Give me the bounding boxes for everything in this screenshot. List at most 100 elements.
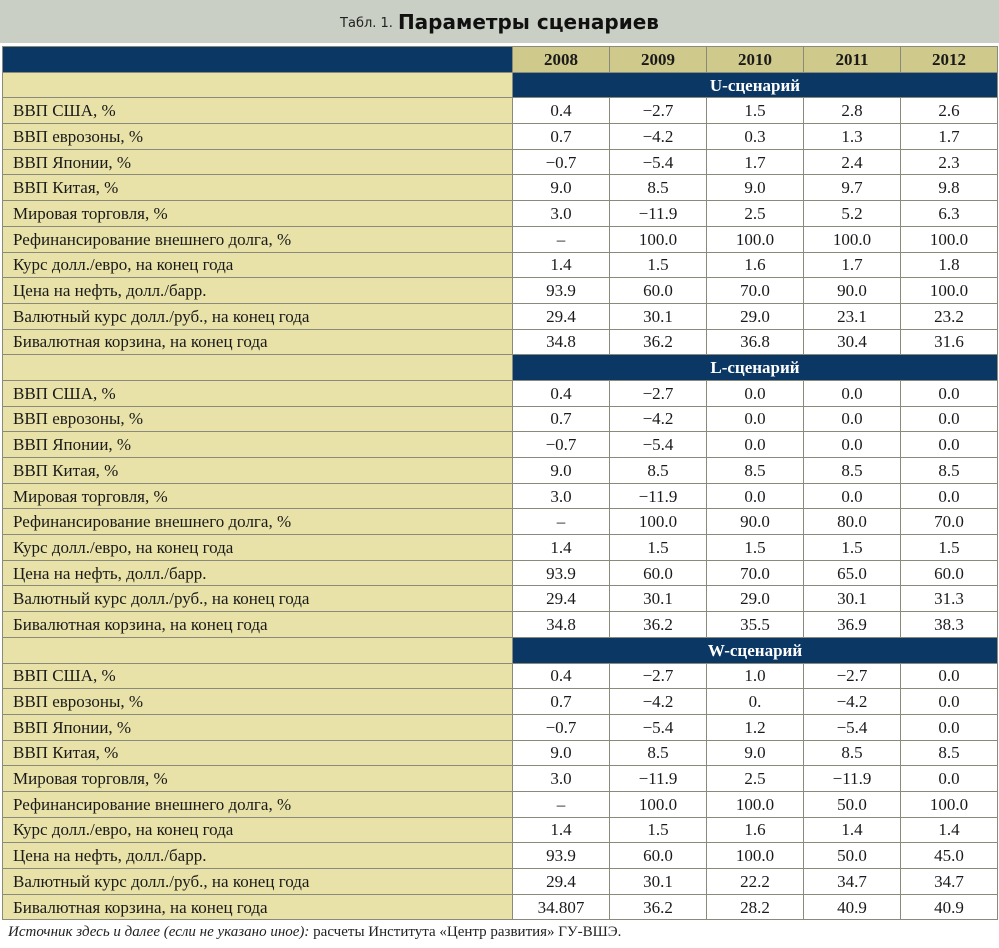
table-row: Курс долл./евро, на конец года 1.4 1.5 1.6 1…	[2, 251, 998, 279]
table-row: ВВП США, % 0.4 −2.7 1.5 2.8 2.6	[2, 97, 998, 125]
table-row: Валютный курс долл./руб., на конец года 2…	[2, 302, 998, 330]
value-cell-2008: 9.0	[512, 457, 610, 484]
value-cell-2008: −0.7	[512, 431, 610, 458]
value-cell-2012: 0.0	[900, 662, 998, 690]
value-cell-2012: 1.5	[900, 534, 998, 561]
table-row: Бивалютная корзина, на конец года 34.8 36.…	[2, 328, 998, 356]
value-cell-2010: 0.3	[706, 123, 804, 150]
value-cell-2009: 8.5	[609, 174, 707, 202]
value-cell-2011: −5.4	[803, 713, 901, 741]
scenario-parameters-table: 2008 2009 2010 2011 2012 U-сценарий ВВП С…	[2, 46, 998, 921]
value-cell-2011: 50.0	[803, 842, 901, 869]
value-cell-2010: 1.7	[706, 148, 804, 176]
value-cell-2011: −4.2	[803, 688, 901, 715]
value-cell-2010: 2.5	[706, 200, 804, 227]
value-cell-2010: 0.0	[706, 431, 804, 458]
section-blank-cell	[2, 354, 513, 381]
value-cell-2008: 93.9	[512, 559, 610, 587]
value-cell-2011: 2.4	[803, 148, 901, 176]
value-cell-2012: 38.3	[900, 611, 998, 638]
value-cell-2008: 0.4	[512, 97, 610, 125]
section-blank-cell	[2, 71, 513, 99]
value-cell-2011: 90.0	[803, 277, 901, 304]
value-cell-2009: −5.4	[609, 431, 707, 458]
row-label: Бивалютная корзина, на конец года	[2, 328, 513, 356]
source-label: Источник здесь и далее (если не указано …	[8, 924, 310, 940]
value-cell-2009: −2.7	[609, 97, 707, 125]
row-label: ВВП Японии, %	[2, 713, 513, 741]
value-cell-2009: −5.4	[609, 148, 707, 176]
source-text: расчеты Института «Центр развития» ГУ-ВШ…	[309, 924, 622, 940]
value-cell-2008: 9.0	[512, 174, 610, 202]
value-cell-2011: −2.7	[803, 662, 901, 690]
value-cell-2008: 93.9	[512, 842, 610, 869]
value-cell-2010: 0.0	[706, 379, 804, 407]
value-cell-2012: 0.0	[900, 765, 998, 792]
year-header-2012: 2012	[900, 46, 998, 73]
section-blank-cell	[2, 636, 513, 664]
table-row: Цена на нефть, долл./барр. 93.9 60.0 100.0 5…	[2, 842, 998, 869]
value-cell-2012: 8.5	[900, 457, 998, 484]
value-cell-2009: 100.0	[609, 225, 707, 253]
table-row: Цена на нефть, долл./барр. 93.9 60.0 70.0 90…	[2, 277, 998, 304]
row-label: Курс долл./евро, на конец года	[2, 816, 513, 844]
value-cell-2012: 31.3	[900, 585, 998, 613]
row-label: Цена на нефть, долл./барр.	[2, 277, 513, 304]
value-cell-2008: −0.7	[512, 713, 610, 741]
row-label: ВВП США, %	[2, 379, 513, 407]
value-cell-2009: 1.5	[609, 816, 707, 844]
value-cell-2010: 9.0	[706, 174, 804, 202]
row-label: Валютный курс долл./руб., на конец года	[2, 302, 513, 330]
value-cell-2011: 1.3	[803, 123, 901, 150]
row-label: Рефинансирование внешнего долга, %	[2, 508, 513, 536]
table-row: ВВП еврозоны, % 0.7 −4.2 0. −4.2 0.0	[2, 688, 998, 715]
value-cell-2009: 30.1	[609, 302, 707, 330]
value-cell-2012: 100.0	[900, 277, 998, 304]
value-cell-2009: −5.4	[609, 713, 707, 741]
value-cell-2011: 0.0	[803, 405, 901, 433]
table-row: ВВП США, % 0.4 −2.7 1.0 −2.7 0.0	[2, 662, 998, 690]
table-row: Бивалютная корзина, на конец года 34.807 3…	[2, 893, 998, 921]
row-label: Рефинансирование внешнего долга, %	[2, 790, 513, 818]
value-cell-2010: 1.6	[706, 251, 804, 279]
value-cell-2008: 3.0	[512, 482, 610, 510]
row-label: ВВП США, %	[2, 662, 513, 690]
value-cell-2011: 0.0	[803, 431, 901, 458]
value-cell-2008: 3.0	[512, 200, 610, 227]
value-cell-2009: −11.9	[609, 200, 707, 227]
value-cell-2012: 60.0	[900, 559, 998, 587]
table-row: Мировая торговля, % 3.0 −11.9 2.5 −11.9 0.0	[2, 765, 998, 792]
value-cell-2008: –	[512, 508, 610, 536]
section-header-row: L-сценарий	[2, 354, 998, 381]
value-cell-2012: 23.2	[900, 302, 998, 330]
row-label: ВВП Японии, %	[2, 148, 513, 176]
value-cell-2009: 60.0	[609, 842, 707, 869]
value-cell-2009: −2.7	[609, 662, 707, 690]
value-cell-2008: 29.4	[512, 585, 610, 613]
row-label: Цена на нефть, долл./барр.	[2, 559, 513, 587]
year-header-2010: 2010	[706, 46, 804, 73]
value-cell-2011: 1.7	[803, 251, 901, 279]
table-row: Валютный курс долл./руб., на конец года 2…	[2, 585, 998, 613]
year-header-2011: 2011	[803, 46, 901, 73]
value-cell-2010: 0.	[706, 688, 804, 715]
value-cell-2009: 60.0	[609, 559, 707, 587]
value-cell-2009: 36.2	[609, 893, 707, 921]
value-cell-2010: 29.0	[706, 302, 804, 330]
value-cell-2012: 0.0	[900, 431, 998, 458]
value-cell-2009: −4.2	[609, 123, 707, 150]
value-cell-2009: 30.1	[609, 585, 707, 613]
value-cell-2010: 29.0	[706, 585, 804, 613]
value-cell-2010: 22.2	[706, 868, 804, 895]
table-row: Мировая торговля, % 3.0 −11.9 2.5 5.2 6.3	[2, 200, 998, 227]
table-row: Курс долл./евро, на конец года 1.4 1.5 1.5 1…	[2, 534, 998, 561]
value-cell-2010: 1.0	[706, 662, 804, 690]
value-cell-2011: 30.1	[803, 585, 901, 613]
table-row: Мировая торговля, % 3.0 −11.9 0.0 0.0 0.0	[2, 482, 998, 510]
value-cell-2010: 100.0	[706, 842, 804, 869]
value-cell-2008: 0.4	[512, 662, 610, 690]
value-cell-2011: 8.5	[803, 739, 901, 767]
row-label: ВВП еврозоны, %	[2, 123, 513, 150]
value-cell-2009: 100.0	[609, 508, 707, 536]
value-cell-2012: 0.0	[900, 713, 998, 741]
